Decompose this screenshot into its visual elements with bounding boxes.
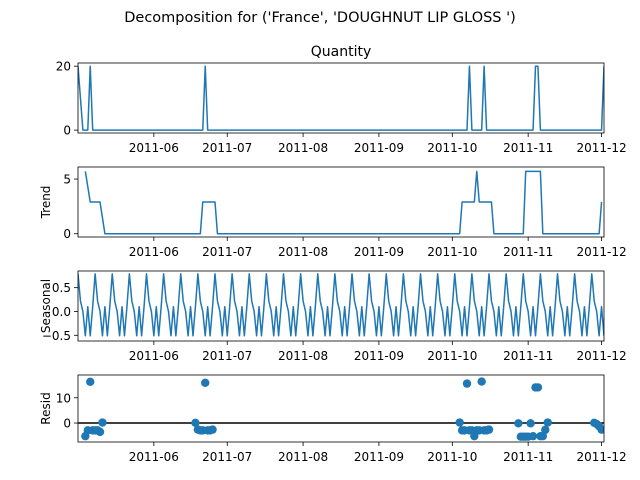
data-point [477,377,486,386]
x-tick-label: 2011-08 [278,245,328,259]
data-point [514,419,523,428]
x-tick-label: 2011-10 [427,245,477,259]
y-tick-label: 10 [56,391,71,405]
plot-area [78,65,604,131]
x-tick-label: 2011-09 [354,245,404,259]
y-tick-label: −0.5 [42,329,71,343]
y-tick-label: 0 [63,417,71,431]
x-tick-label: 2011-06 [129,245,179,259]
data-point [528,431,538,441]
axes-frame [77,270,605,342]
x-tick-label: 2011-10 [427,141,477,155]
x-tick-label: 2011-06 [129,141,179,155]
data-point [208,425,217,434]
series-line [84,170,603,235]
x-tick-label: 2011-07 [202,245,252,259]
panel-observed: Quantity 0 20 2011-06 2011-07 2011-08 2011-09 2… [56,44,627,155]
y-axis-label: Resid [39,392,53,424]
x-tick-label: 2011-11 [503,450,553,464]
x-tick-label: 2011-09 [354,450,404,464]
panel-title: Quantity [311,44,372,60]
data-point [95,427,105,437]
series-line [78,273,604,337]
y-tick-label: 0 [63,124,71,138]
data-point [484,425,494,434]
data-point [455,418,464,427]
y-tick-label: 0 [63,227,71,241]
x-tick-label: 2011-11 [503,349,553,363]
figure-title: Decomposition for ('France', 'DOUGHNUT L… [124,10,516,26]
x-tick-label: 2011-12 [576,245,626,259]
axes-frame [77,374,605,443]
data-point [86,377,95,387]
data-point [462,379,472,388]
x-tick-label: 2011-06 [129,349,179,363]
x-tick-label: 2011-08 [278,349,328,363]
y-axis-label: Seasonal [39,279,53,333]
panel-resid: Resid 10 0 2011-06 2011-07 2011-08 2011-09 2011… [39,374,627,464]
x-tick-label: 2011-07 [202,450,252,464]
y-tick-label: 0.5 [52,281,71,295]
data-point [597,425,604,434]
y-tick-label: 20 [56,60,71,74]
y-tick-label: 0.0 [52,305,71,319]
x-tick-label: 2011-10 [427,349,477,363]
x-tick-label: 2011-08 [278,450,328,464]
axes-frame [77,62,605,134]
x-tick-label: 2011-07 [202,349,252,363]
data-point [201,378,210,388]
plot-area [84,170,603,235]
x-tick-label: 2011-09 [354,141,404,155]
data-point [543,418,552,427]
x-tick-label: 2011-09 [354,349,404,363]
x-tick-label: 2011-12 [576,141,626,155]
data-point [538,431,548,441]
series-line [78,65,604,131]
plot-area [78,377,604,441]
y-tick-label: 5 [63,173,71,187]
x-tick-label: 2011-07 [202,141,252,155]
x-tick-label: 2011-11 [503,245,553,259]
plot-area [78,273,604,337]
axes-frame [77,166,605,238]
x-tick-label: 2011-10 [427,450,477,464]
y-axis-label: Trend [39,186,53,220]
data-point [191,418,200,427]
x-tick-label: 2011-08 [278,141,328,155]
x-tick-label: 2011-06 [129,450,179,464]
panel-trend: Trend 0 5 2011-06 2011-07 2011-08 2011-09 2011-… [39,166,627,259]
x-tick-label: 2011-12 [576,349,626,363]
x-tick-label: 2011-11 [503,141,553,155]
data-point [526,419,535,428]
data-point [98,418,107,427]
x-tick-label: 2011-12 [576,450,626,464]
data-point [533,383,543,392]
data-point [541,425,550,435]
